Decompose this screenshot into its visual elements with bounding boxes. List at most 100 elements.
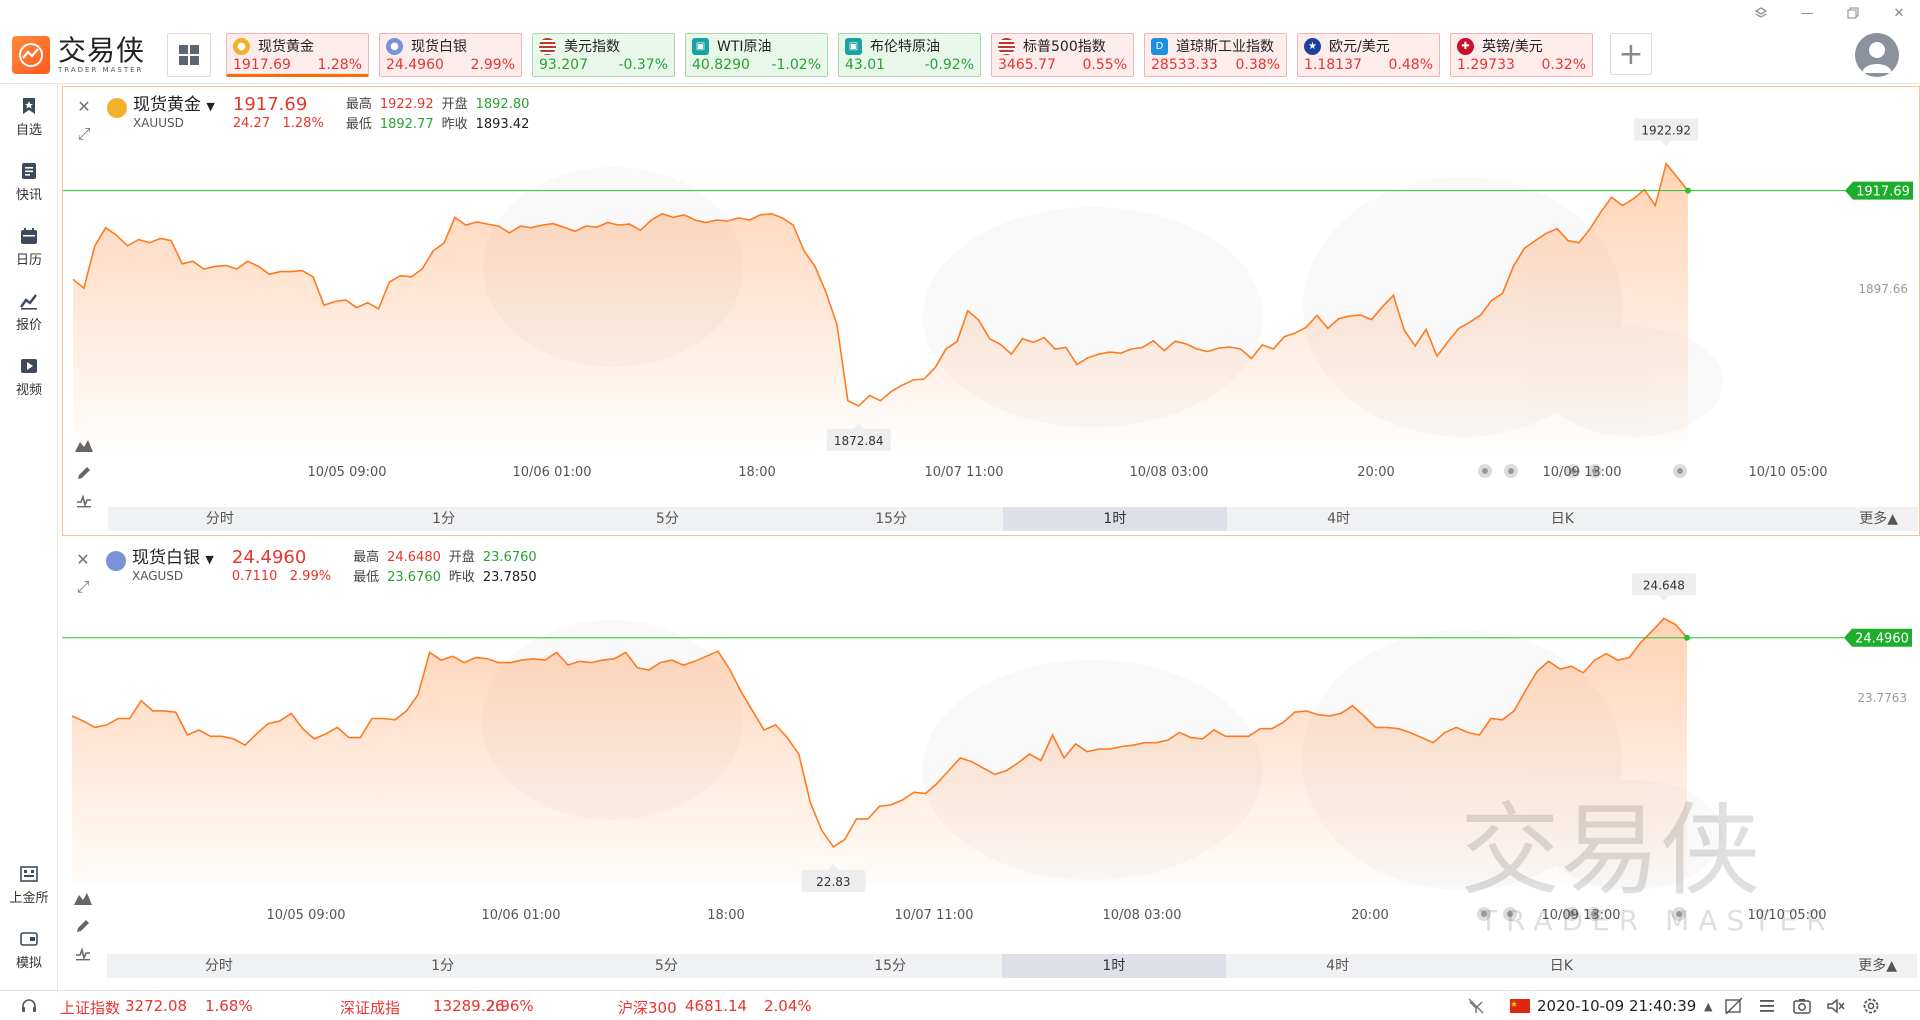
indicator-icon [76,947,90,961]
ticker-change: -1.02% [771,57,821,73]
timeframe-tab[interactable]: 5分 [655,511,679,527]
open-label: 开盘 [448,550,475,565]
price-line [71,617,1688,848]
no-alert-icon[interactable] [1467,997,1485,1015]
silver-chart-panel: 24.4960 23.7763 24.648 22.83 10/05 09:00 10/0… [62,540,1920,990]
indicator-button[interactable] [71,488,97,514]
ticker-strip: ● 现货黄金 1917.69 1.28% ● 现货白银 24.4960 2.99% 美元指数 93… [226,33,1603,77]
timeframe-tab[interactable]: 1分 [432,511,456,527]
event-markers[interactable] [1477,907,1686,921]
add-ticker-button[interactable]: + [1610,33,1652,75]
settings-gear-icon[interactable] [1862,997,1880,1015]
timeframe-tab[interactable]: 日K [1549,958,1573,974]
mute-icon[interactable] [1826,997,1846,1015]
time-dropdown-icon[interactable]: ▲ [1704,1000,1713,1013]
restore-button[interactable] [1840,4,1866,22]
timeframe-tab[interactable]: 更多▲ [1859,511,1898,527]
draw-tool-button[interactable] [71,460,97,486]
x-axis-label: 20:00 [1351,908,1388,923]
price-chart[interactable]: 1917.69 1897.66 1922.92 1872.84 10/05 09:00 1… [63,87,1919,533]
ticker-tile[interactable]: ▣ WTI原油 40.8290 -1.02% [685,33,828,77]
close-panel-button[interactable]: ✕ [70,546,96,572]
timeframe-tab[interactable]: 分时 [204,958,233,974]
svg-text:24.648: 24.648 [1643,578,1685,592]
ticker-name: 标普500指数 [1023,39,1106,55]
timeframe-tab[interactable]: 4时 [1326,958,1350,974]
status-index-name[interactable]: 深证成指 [340,999,401,1017]
ticker-tile[interactable]: 标普500指数 3465.77 0.55% [991,33,1134,77]
chart-type-button[interactable] [71,432,97,458]
minimize-button[interactable]: — [1794,4,1820,22]
high-label: 最高 [353,550,380,565]
sidebar-item-calendar[interactable]: 日历 [0,227,58,268]
expand-button[interactable]: ⤢ [70,574,96,600]
timeframe-tab[interactable]: 15分 [874,958,907,974]
ticker-tile[interactable]: D 道琼斯工业指数 28533.33 0.38% [1144,33,1287,77]
ticker-tile[interactable]: ● 现货黄金 1917.69 1.28% [226,33,369,77]
x-axis-label: 10/06 01:00 [481,908,560,923]
sidebar-item-simulate[interactable]: 模拟 [0,930,58,971]
close-button[interactable]: ✕ [1886,4,1912,22]
timeframe-tab[interactable]: 4时 [1327,511,1351,527]
video-play-icon [21,359,37,373]
status-index-name[interactable]: 上证指数 [60,999,121,1017]
prev-close-label: 昨收 [441,117,468,132]
low-label: 最低 [345,117,372,132]
ticker-tile[interactable]: ▣ 布伦特原油 43.01 -0.92% [838,33,981,77]
ticker-tile[interactable]: ★ 欧元/美元 1.18137 0.48% [1297,33,1440,77]
status-index-name[interactable]: 沪深300 [618,999,677,1017]
layout-grid-button[interactable] [167,33,211,77]
ticker-price: 24.4960 [386,57,444,73]
symbol-selector[interactable]: 现货白银 ▼ XAGUSD [106,548,214,588]
dropdown-caret-icon: ▼ [205,553,214,566]
svg-text:1917.69: 1917.69 [1856,185,1910,200]
timeframe-tab[interactable]: 分时 [205,511,234,527]
change-pct: 2.99% [289,569,332,584]
timeframe-tab[interactable]: 1时 [1002,954,1226,978]
camera-icon[interactable] [1792,997,1812,1015]
draw-tool-button[interactable] [70,913,96,939]
mountain-chart-icon [75,440,93,452]
timeframe-tab[interactable]: 更多▲ [1858,958,1897,974]
sidebar-item-news[interactable]: 快讯 [0,162,58,203]
minimize-icon: — [1800,5,1814,21]
headset-icon[interactable] [20,997,38,1015]
menu-list-icon[interactable] [1758,997,1776,1015]
timeframe-tab[interactable]: 1时 [1003,507,1227,531]
ticker-tile[interactable]: 美元指数 93.207 -0.37% [532,33,675,77]
close-panel-button[interactable]: ✕ [71,93,97,119]
sidebar-item-sge[interactable]: 上金所 [0,865,58,906]
x-axis-label: 10/08 03:00 [1129,465,1208,480]
us-flag-icon [998,37,1015,55]
x-axis-label: 18:00 [738,465,775,480]
last-price: 1917.69 [232,94,308,115]
sidebar-item-watchlist[interactable]: 自选 [0,97,58,138]
status-index-value: 13289.26 [433,997,505,1015]
symbol-selector[interactable]: 现货黄金 ▼ XAUUSD [107,95,215,135]
indicator-button[interactable] [70,941,96,967]
sidebar-item-video[interactable]: 视频 [0,357,58,398]
avatar[interactable] [1855,33,1899,77]
status-index-change: 2.04% [764,997,812,1015]
status-index-change: 2.96% [486,997,534,1015]
ticker-tile[interactable]: ✚ 英镑/美元 1.29733 0.32% [1450,33,1593,77]
timeframe-tab[interactable]: 1分 [431,958,455,974]
timeframe-tab[interactable]: 5分 [654,958,678,974]
close-icon: ✕ [1893,5,1905,21]
exchange-icon [20,866,38,882]
calendar-icon [21,228,37,244]
timeframe-tab[interactable]: 15分 [875,511,908,527]
ticker-change: 0.32% [1541,57,1586,73]
chart-type-button[interactable] [70,885,96,911]
ticker-tile[interactable]: ● 现货白银 24.4960 2.99% [379,33,522,77]
timeframe-tab[interactable]: 日K [1550,511,1574,527]
event-markers[interactable] [1478,464,1687,478]
low-label: 最低 [353,570,380,585]
no-edit-icon[interactable] [1724,997,1744,1015]
price-chart[interactable]: 24.4960 23.7763 24.648 22.83 10/05 09:00 10/0… [62,540,1918,986]
skin-button[interactable] [1748,4,1774,22]
price-line [72,161,1689,407]
expand-button[interactable]: ⤢ [71,121,97,147]
sidebar-item-quotes[interactable]: 报价 [0,292,58,333]
